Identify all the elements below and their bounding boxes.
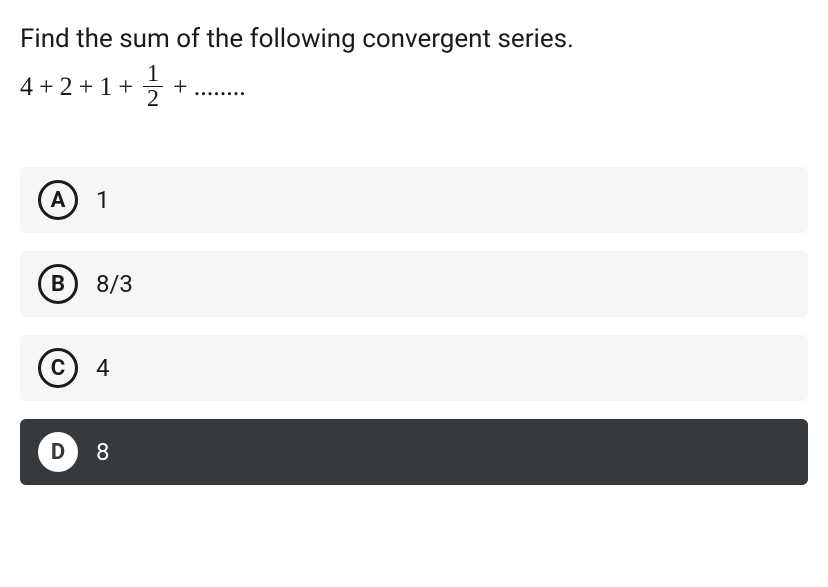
series-expression: 4 + 2 + 1 + 1 2 + ........ bbox=[20, 62, 808, 111]
option-c[interactable]: C 4 bbox=[20, 335, 808, 401]
option-letter-circle: C bbox=[38, 348, 78, 388]
series-op: + bbox=[39, 72, 54, 102]
series-term: 4 bbox=[20, 72, 33, 102]
series-term: 2 bbox=[60, 72, 73, 102]
option-letter-circle: A bbox=[38, 180, 78, 220]
series-ellipsis: ........ bbox=[194, 72, 246, 102]
option-b[interactable]: B 8/3 bbox=[20, 251, 808, 317]
fraction: 1 2 bbox=[143, 62, 163, 111]
option-text: 8 bbox=[96, 438, 110, 466]
options-list: A 1 B 8/3 C 4 D 8 bbox=[20, 167, 808, 485]
option-letter-circle: D bbox=[38, 432, 78, 472]
series-op: + bbox=[173, 72, 188, 102]
series-term: 1 bbox=[99, 72, 112, 102]
question-prompt: Find the sum of the following convergent… bbox=[20, 24, 808, 54]
option-text: 8/3 bbox=[96, 270, 133, 298]
option-text: 1 bbox=[96, 186, 110, 214]
option-d[interactable]: D 8 bbox=[20, 419, 808, 485]
fraction-denominator: 2 bbox=[143, 87, 163, 111]
fraction-numerator: 1 bbox=[143, 62, 163, 87]
option-a[interactable]: A 1 bbox=[20, 167, 808, 233]
series-op: + bbox=[118, 72, 133, 102]
option-letter-circle: B bbox=[38, 264, 78, 304]
option-text: 4 bbox=[96, 354, 110, 382]
series-op: + bbox=[79, 72, 94, 102]
